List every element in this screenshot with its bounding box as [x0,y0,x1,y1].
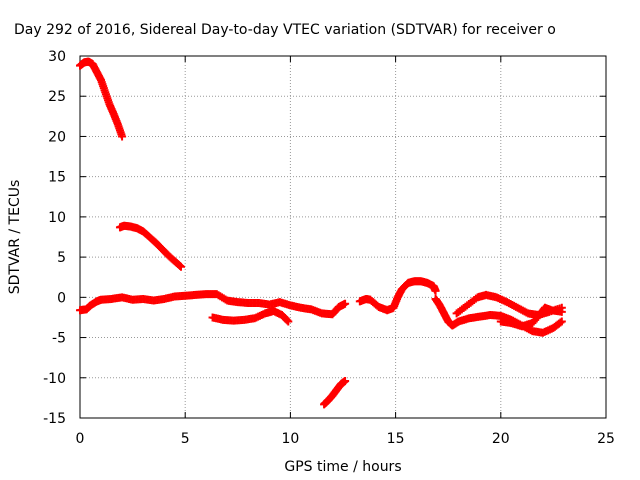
x-tick-label: 0 [76,431,85,447]
x-tick-label: 20 [492,431,510,447]
series-track-1 [76,57,127,141]
series-track-6 [355,277,440,315]
data-point [341,376,350,385]
data-point [556,318,565,327]
data-point [431,286,440,295]
y-tick-label: 30 [48,49,66,65]
y-tick-label: 5 [57,250,66,266]
series-track-9 [496,303,566,331]
series-track-2 [115,221,185,271]
y-tick-label: -5 [52,331,66,347]
y-tick-label: -10 [43,371,66,387]
x-tick-label: 25 [597,431,615,447]
y-tick-label: 15 [48,170,66,186]
y-tick-label: 20 [48,129,66,145]
series-track-3 [76,290,350,319]
data-marks [76,57,566,409]
x-tick-labels: 0 5 10 15 20 25 [76,431,615,447]
data-point [176,262,185,271]
x-axis-title: GPS time / hours [284,459,401,475]
data-point [557,307,566,316]
data-point [118,132,127,141]
y-tick-label: 10 [48,210,66,226]
data-point [283,316,292,325]
data-point [557,317,566,326]
x-tick-label: 15 [387,431,405,447]
data-point [284,317,293,326]
x-tick-label: 5 [181,431,190,447]
grid [80,56,606,418]
axis-ticks [79,55,607,419]
y-axis-title: SDTVAR / TECUs [7,180,23,295]
y-tick-label: -15 [43,411,66,427]
y-tick-label: 0 [57,290,66,306]
series-track-5 [320,376,350,409]
plot-frame [79,55,607,419]
series-track-4 [208,307,293,326]
x-tick-label: 10 [281,431,299,447]
y-tick-label: 25 [48,89,66,105]
chart-title: Day 292 of 2016, Sidereal Day-to-day VTE… [14,22,556,38]
data-point [341,299,350,308]
y-tick-labels: -15 -10 -5 0 5 10 15 20 25 30 [43,49,66,427]
